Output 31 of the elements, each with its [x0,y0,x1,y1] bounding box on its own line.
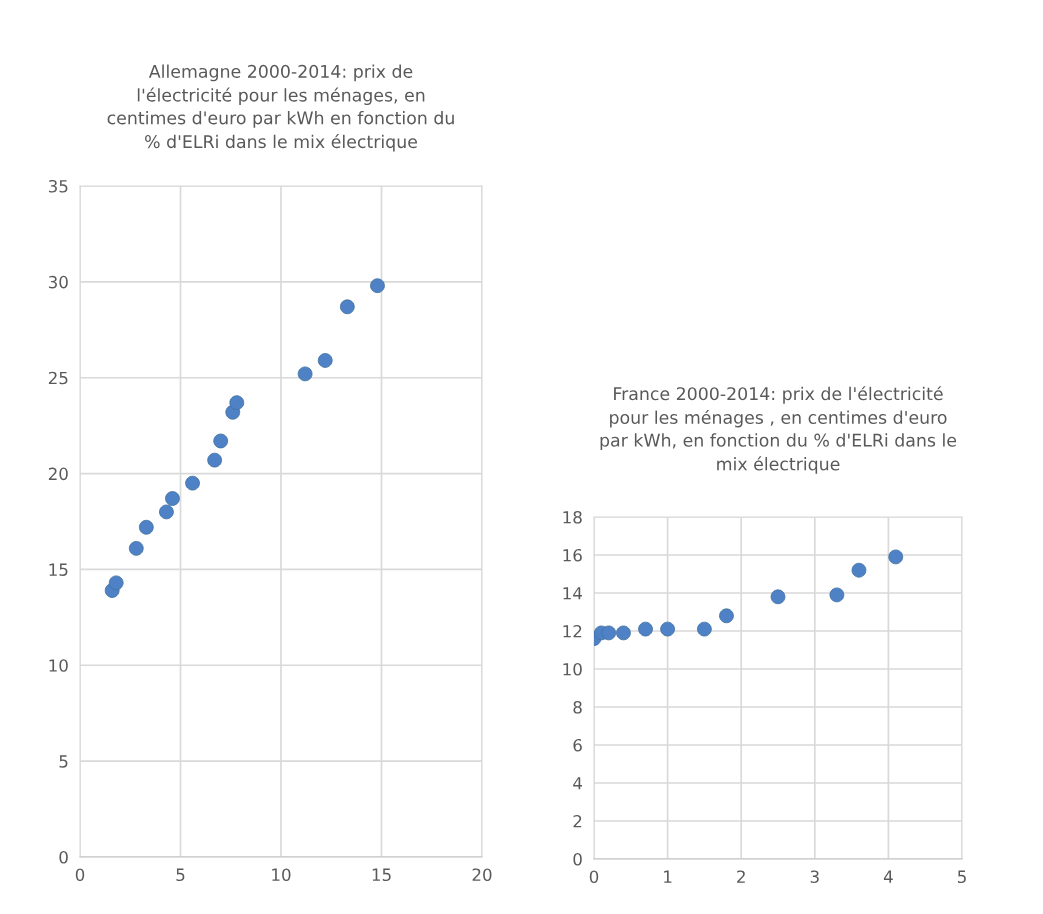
x-tick-label: 10 [272,868,291,882]
x-tick-label: 3 [810,870,819,884]
x-tick-label: 5 [176,868,185,882]
y-tick-label: 35 [48,179,68,193]
x-tick-label: 4 [883,870,893,883]
y-tick-label: 0 [59,850,68,864]
y-tick-label: 12 [563,624,582,638]
x-tick-label: 1 [664,870,672,883]
y-tick-label: 5 [59,755,68,768]
x-tick-label: 0 [75,868,85,882]
x-tick-label: 15 [372,868,391,882]
chart-title: France 2000-2014: prix de l'électricité pour les ménages , en centimes d'euro par kWh, en fonction du % d'ELRi dans le mix électrique [600,386,957,474]
chart-title: Allemagne 2000-2014: prix de l'électricité pour les ménages, en centimes d'euro par kWh en fonction du % d'ELRi dans le mix électrique [107,64,454,152]
y-tick-label: 18 [563,510,582,524]
y-tick-label: 10 [563,662,582,676]
y-tick-label: 20 [48,467,68,481]
y-tick-label: 2 [573,814,582,828]
y-tick-label: 14 [563,587,582,600]
y-tick-label: 8 [573,700,582,714]
y-tick-label: 6 [573,738,582,752]
x-tick-label: 5 [957,870,966,884]
y-tick-label: 16 [563,548,582,562]
y-tick-label: 25 [48,371,68,385]
y-tick-label: 0 [573,852,582,866]
y-tick-label: 30 [48,275,68,289]
x-tick-label: 0 [589,870,599,884]
x-tick-label: 2 [737,870,745,883]
y-tick-label: 10 [49,659,68,672]
y-tick-label: 15 [49,563,68,576]
x-tick-label: 20 [472,868,492,882]
y-tick-label: 4 [573,777,582,790]
